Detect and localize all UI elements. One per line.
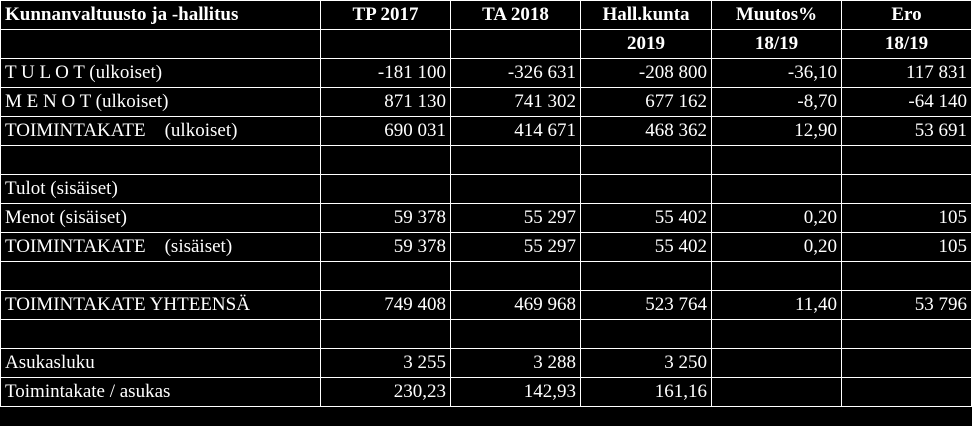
table-cell: 3 288 [450,348,581,378]
table-cell: -8,70 [711,87,842,117]
header-row: Kunnanvaltuusto ja -hallitus TP 2017 TA … [0,0,972,30]
table-cell: 59 378 [320,203,451,233]
table-cell: 59 378 [320,232,451,262]
table-cell: 523 764 [580,290,712,320]
table-cell: 11,40 [711,290,842,320]
row-label: TOIMINTAKATE YHTEENSÄ [0,290,321,320]
table-cell: 0,20 [711,232,842,262]
table-row: TOIMINTAKATE (ulkoiset) 690 031 414 671 468… [0,116,972,146]
table-row [0,261,972,291]
table-cell: 3 250 [580,348,712,378]
table-cell [450,174,581,204]
row-label [0,145,321,175]
table-cell: 53 796 [841,290,972,320]
table-cell [711,145,842,175]
table-cell: 12,90 [711,116,842,146]
row-label: Toimintakate / asukas [0,377,321,407]
table-cell: -36,10 [711,58,842,88]
table-cell: 871 130 [320,87,451,117]
table-cell [580,174,712,204]
table-row: TOIMINTAKATE (sisäiset) 59 378 55 297 55 40… [0,232,972,262]
column-header-hallkunta: Hall.kunta [580,0,712,30]
table-cell: 55 402 [580,203,712,233]
table-cell: -326 631 [450,58,581,88]
table-cell: 677 162 [580,87,712,117]
table-cell: 469 968 [450,290,581,320]
table-cell [841,174,972,204]
column-header-ta2018: TA 2018 [450,0,581,30]
table-cell: 468 362 [580,116,712,146]
table-cell: 55 297 [450,203,581,233]
column-header-ero: Ero [841,0,972,30]
table-cell: 142,93 [450,377,581,407]
row-label [0,261,321,291]
table-cell: 414 671 [450,116,581,146]
table-row: Asukasluku 3 255 3 288 3 250 [0,348,972,378]
table-cell [450,319,581,349]
subheader-row: 2019 18/19 18/19 [0,29,972,59]
table-cell: 690 031 [320,116,451,146]
table-row: M E N O T (ulkoiset) 871 130 741 302 677 16… [0,87,972,117]
subheader-cell [450,29,581,59]
table-row: Toimintakate / asukas 230,23 142,93 161,16 [0,377,972,407]
table-cell [841,261,972,291]
table-cell [580,145,712,175]
row-label: M E N O T (ulkoiset) [0,87,321,117]
row-label: Tulot (sisäiset) [0,174,321,204]
table-title: Kunnanvaltuusto ja -hallitus [0,0,321,30]
table-cell: 53 691 [841,116,972,146]
table-cell [711,348,842,378]
table-cell [711,377,842,407]
subheader-cell: 18/19 [711,29,842,59]
table-cell: 230,23 [320,377,451,407]
table-cell: 741 302 [450,87,581,117]
table-cell: -64 140 [841,87,972,117]
column-header-muutos: Muutos% [711,0,842,30]
table-cell: -181 100 [320,58,451,88]
table-cell: 3 255 [320,348,451,378]
table-cell: 749 408 [320,290,451,320]
table-cell [841,319,972,349]
table-cell [841,377,972,407]
table-cell [450,261,581,291]
table-cell [711,261,842,291]
table-cell [580,319,712,349]
table-cell [711,174,842,204]
column-header-tp2017: TP 2017 [320,0,451,30]
table-cell: 105 [841,232,972,262]
table-cell [320,319,451,349]
table-cell [841,348,972,378]
subheader-cell: 18/19 [841,29,972,59]
table-row [0,319,972,349]
table-row: Menot (sisäiset) 59 378 55 297 55 402 0,20 10… [0,203,972,233]
budget-table: Kunnanvaltuusto ja -hallitus TP 2017 TA … [0,0,972,407]
table-cell [841,145,972,175]
row-label: TOIMINTAKATE (ulkoiset) [0,116,321,146]
table-row: T U L O T (ulkoiset) -181 100 -326 631 -208… [0,58,972,88]
table-cell [320,174,451,204]
row-label: T U L O T (ulkoiset) [0,58,321,88]
table-cell: 55 297 [450,232,581,262]
row-label: Asukasluku [0,348,321,378]
table-cell: -208 800 [580,58,712,88]
table-cell [580,261,712,291]
table-cell: 105 [841,203,972,233]
table-cell: 117 831 [841,58,972,88]
table-cell [320,145,451,175]
table-cell: 0,20 [711,203,842,233]
row-label: TOIMINTAKATE (sisäiset) [0,232,321,262]
table-cell: 55 402 [580,232,712,262]
subheader-cell: 2019 [580,29,712,59]
table-cell [320,261,451,291]
subheader-cell [320,29,451,59]
table-row: Tulot (sisäiset) [0,174,972,204]
table-cell [711,319,842,349]
row-label [0,319,321,349]
table-cell: 161,16 [580,377,712,407]
table-row: TOIMINTAKATE YHTEENSÄ 749 408 469 968 523 7… [0,290,972,320]
row-label: Menot (sisäiset) [0,203,321,233]
table-row [0,145,972,175]
table-cell [450,145,581,175]
subheader-cell [0,29,321,59]
